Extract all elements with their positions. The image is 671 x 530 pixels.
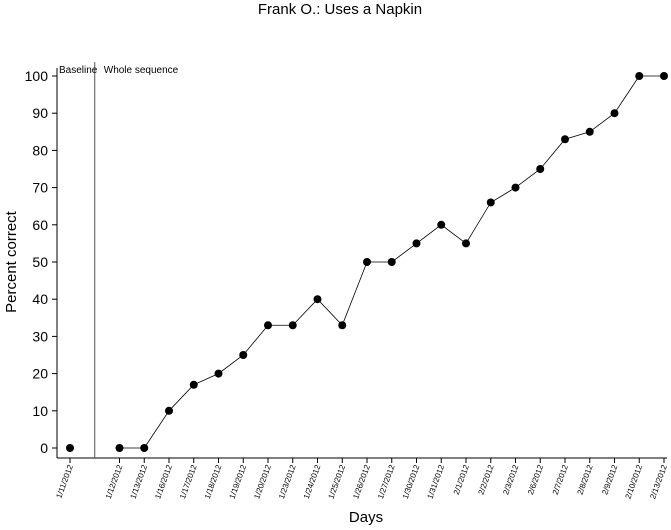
data-point — [115, 444, 124, 452]
x-tick-label: 2/10/2012 — [623, 463, 644, 500]
x-tick-label: 1/16/2012 — [153, 463, 174, 500]
data-point — [189, 380, 198, 389]
data-point — [140, 444, 149, 452]
x-tick-label: 2/7/2012 — [551, 463, 570, 496]
phase-label: Baseline — [59, 65, 98, 76]
data-point — [610, 109, 619, 118]
x-tick-label: 2/13/2012 — [648, 463, 669, 500]
data-point — [486, 198, 495, 207]
data-point — [585, 127, 594, 136]
y-axis-label: Percent correct — [3, 210, 20, 313]
x-tick-label: 1/24/2012 — [302, 463, 323, 500]
x-tick-label: 1/19/2012 — [227, 463, 248, 500]
x-tick-label: 1/12/2012 — [104, 463, 125, 500]
data-point — [165, 406, 173, 415]
x-tick-label: 1/13/2012 — [128, 463, 149, 500]
y-tick-label: 70 — [32, 180, 48, 196]
data-point — [462, 239, 470, 248]
x-tick-label: 1/20/2012 — [252, 463, 273, 500]
data-point — [313, 295, 322, 304]
data-point — [338, 321, 347, 330]
y-tick-label: 40 — [32, 291, 48, 307]
y-tick-label: 50 — [32, 254, 48, 270]
data-point — [66, 444, 74, 452]
data-point — [412, 239, 421, 248]
data-point — [660, 72, 668, 80]
data-point — [561, 135, 569, 144]
y-tick-label: 10 — [32, 403, 48, 419]
data-point — [387, 258, 396, 266]
data-point — [437, 220, 446, 229]
x-tick-label: 1/18/2012 — [203, 463, 224, 500]
x-tick-label: 2/2/2012 — [477, 463, 496, 496]
x-tick-label: 1/27/2012 — [376, 463, 397, 500]
y-tick-label: 30 — [32, 328, 48, 344]
data-point — [536, 165, 545, 173]
data-point — [288, 321, 297, 330]
x-tick-label: 1/11/2012 — [54, 463, 75, 499]
y-tick-label: 80 — [32, 142, 48, 158]
x-axis-label: Days — [349, 509, 383, 526]
y-tick-label: 100 — [25, 68, 49, 84]
y-tick-label: 60 — [32, 217, 48, 233]
chart-title: Frank O.: Uses a Napkin — [258, 1, 422, 18]
x-tick-label: 1/25/2012 — [326, 463, 347, 500]
y-tick-label: 0 — [40, 440, 48, 456]
data-point — [264, 321, 272, 330]
x-tick-label: 1/30/2012 — [401, 463, 422, 500]
data-point — [239, 351, 248, 359]
data-point — [214, 369, 223, 378]
data-point — [363, 258, 371, 266]
x-tick-label: 2/9/2012 — [600, 463, 619, 496]
y-tick-label: 90 — [32, 105, 48, 121]
y-tick-label: 20 — [32, 366, 48, 382]
x-tick-label: 1/23/2012 — [277, 463, 298, 500]
x-tick-label: 1/31/2012 — [425, 463, 446, 500]
x-tick-label: 2/3/2012 — [501, 463, 520, 496]
data-point — [635, 72, 644, 80]
phase-label: Whole sequence — [104, 65, 179, 76]
x-tick-label: 1/26/2012 — [351, 463, 372, 500]
x-tick-label: 1/17/2012 — [178, 463, 199, 500]
data-point — [511, 183, 520, 192]
x-tick-label: 2/1/2012 — [452, 463, 471, 496]
x-tick-label: 2/8/2012 — [576, 463, 595, 496]
x-tick-label: 2/6/2012 — [526, 463, 545, 496]
